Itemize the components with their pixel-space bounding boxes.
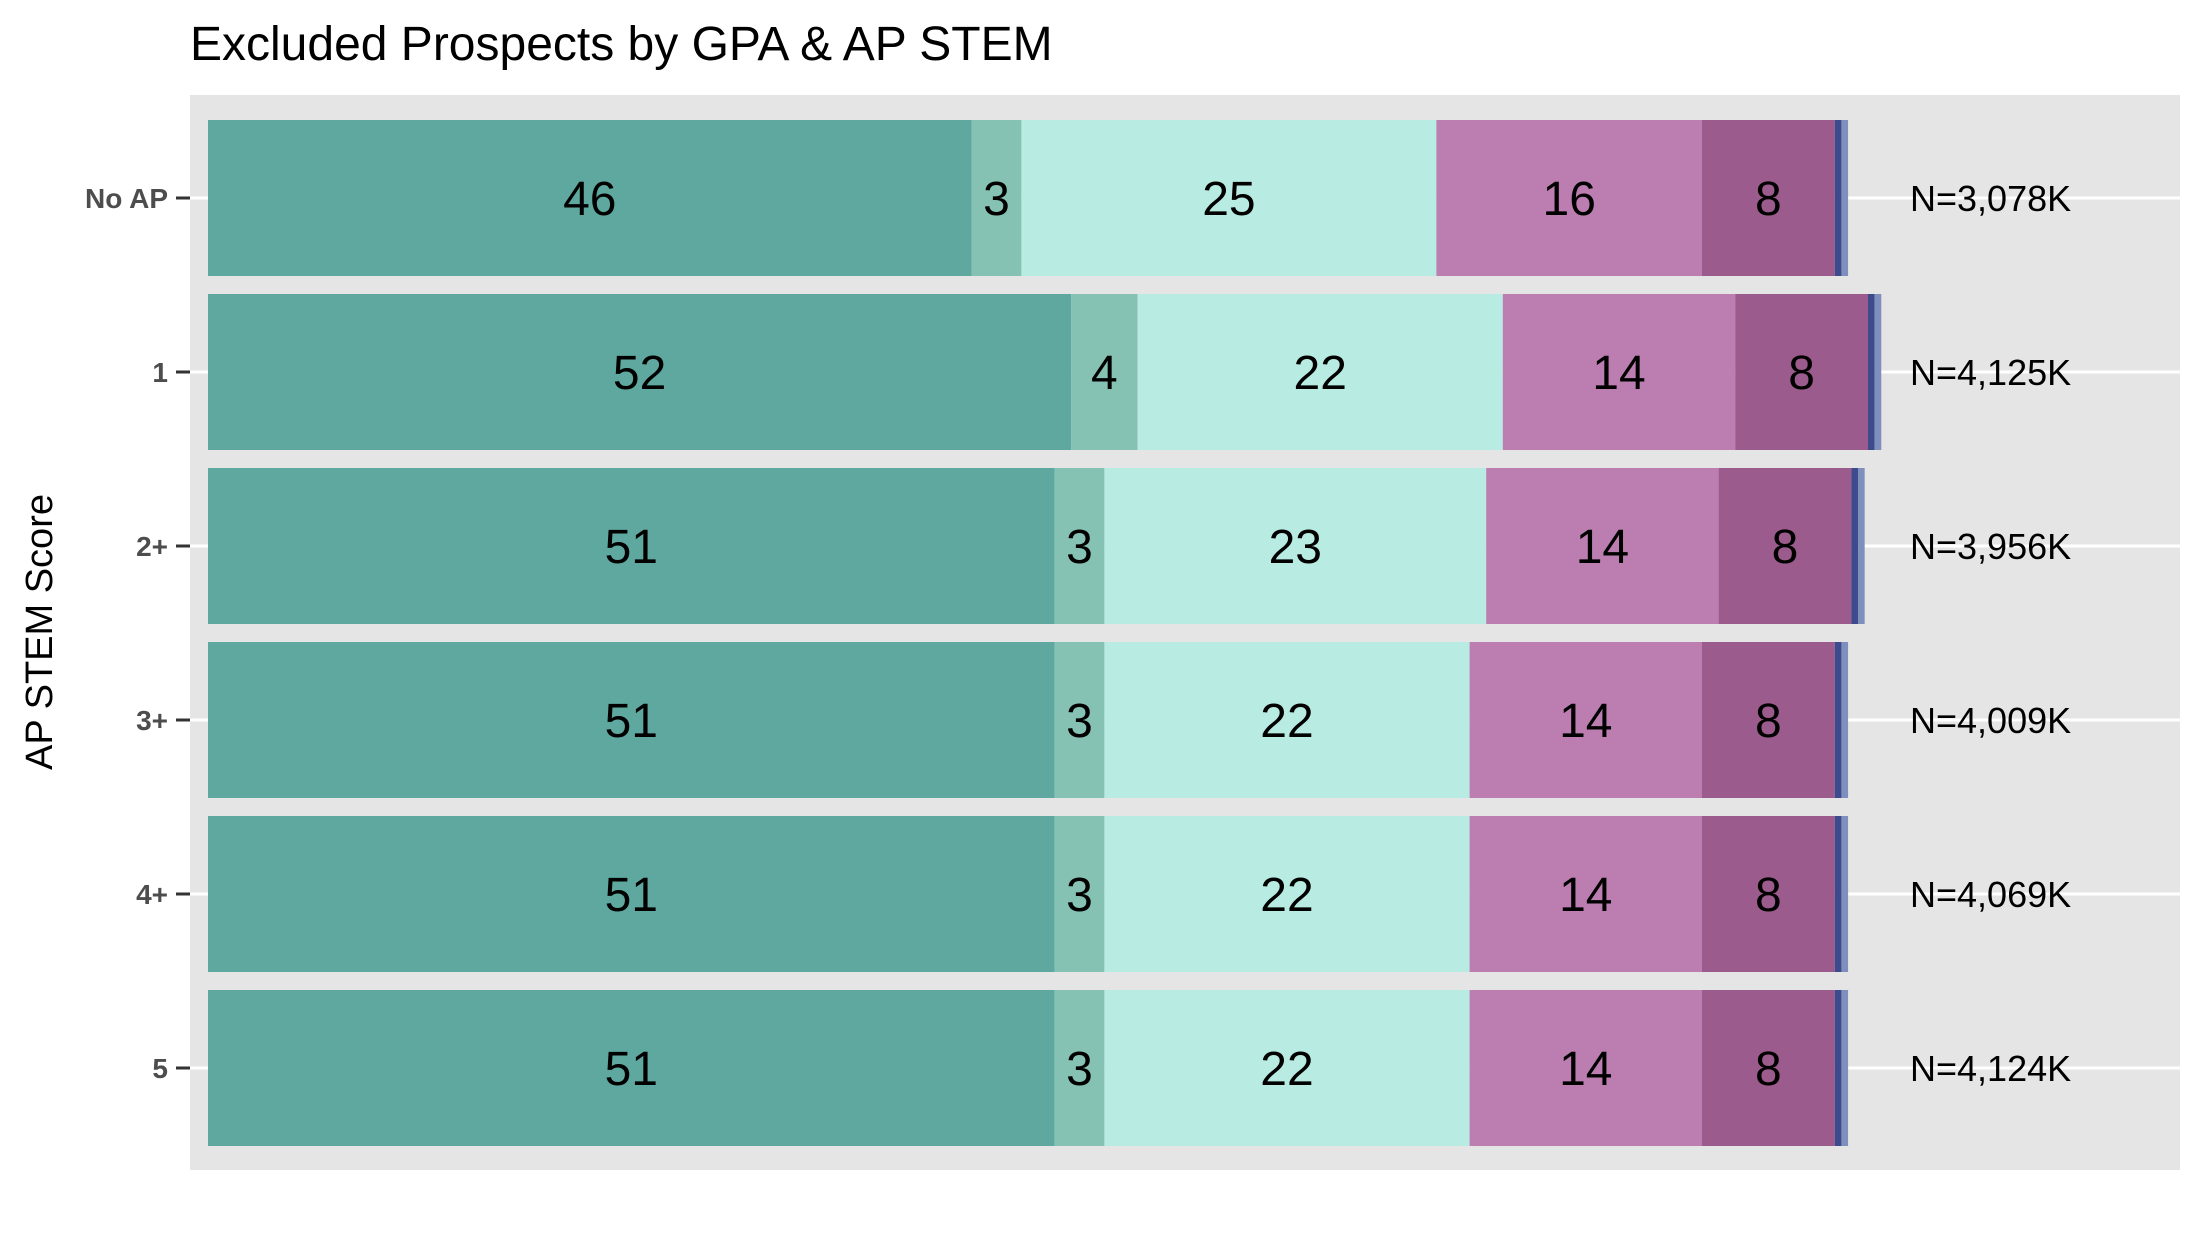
bar-segment [1702, 816, 1835, 972]
bar-value-label: 16 [1543, 173, 1596, 226]
n-labels: N=3,078K N=4,125K N=3,956K N=4,009K N=4,069K… [1910, 178, 2071, 1089]
bar-segment [1868, 294, 1875, 450]
bar-value-label: 25 [1202, 173, 1255, 226]
bar-value-label: 22 [1294, 347, 1347, 400]
bar-segment [1702, 990, 1835, 1146]
bar-value-label: 14 [1592, 347, 1645, 400]
bar-segment [1054, 642, 1105, 798]
bar-value-label: 8 [1755, 1043, 1782, 1096]
bar-segment [1104, 816, 1470, 972]
y-tick-label: 1 [152, 357, 168, 388]
bar-segment [1469, 990, 1702, 1146]
n-label: N=4,009K [1910, 700, 2071, 741]
bar-segment [1834, 120, 1842, 276]
bar-value-label: 8 [1755, 869, 1782, 922]
bar-value-label: 4 [1091, 347, 1118, 400]
bar-segment [1841, 990, 1849, 1146]
bar-value-label: 22 [1260, 695, 1313, 748]
bar-value-label: 51 [605, 869, 658, 922]
bar-value-label: 3 [1066, 695, 1093, 748]
bar-segment [1874, 294, 1882, 450]
bar-segment [208, 468, 1055, 624]
bar-segment [208, 816, 1055, 972]
bar-value-label: 3 [983, 173, 1010, 226]
bar-value-label: 8 [1755, 173, 1782, 226]
bar-segment [1834, 642, 1842, 798]
bar-value-label: 3 [1066, 869, 1093, 922]
n-label: N=4,125K [1910, 352, 2071, 393]
y-tick-label: 2+ [136, 531, 168, 562]
y-tick-label: No AP [85, 183, 168, 214]
bar-value-label: 51 [605, 521, 658, 574]
bar-value-label: 46 [563, 173, 616, 226]
bar-value-label: 52 [613, 347, 666, 400]
n-label: N=4,124K [1910, 1048, 2071, 1089]
bar-segment [1841, 120, 1849, 276]
y-tick-label: 4+ [136, 879, 168, 910]
bar-segment [208, 642, 1055, 798]
bar-segment [1469, 642, 1702, 798]
bar-segment [1858, 468, 1865, 624]
bar-segment [1702, 120, 1835, 276]
bar-segment [1054, 990, 1105, 1146]
bar-value-label: 14 [1559, 695, 1612, 748]
y-tick-label: 3+ [136, 705, 168, 736]
bar-segment [1436, 120, 1702, 276]
bar-segment [1137, 294, 1503, 450]
bar-value-label: 3 [1066, 1043, 1093, 1096]
bar-segment [1735, 294, 1868, 450]
bar-segment [1718, 468, 1852, 624]
bar-segment [1104, 468, 1487, 624]
bar-segment [1054, 816, 1105, 972]
bar-segment [971, 120, 1022, 276]
bars [208, 120, 1882, 1146]
bar-segment [1469, 816, 1702, 972]
y-axis-title: AP STEM Score [19, 494, 61, 770]
chart-title: Excluded Prospects by GPA & AP STEM [190, 18, 1053, 71]
bar-segment [1486, 468, 1719, 624]
n-label: N=4,069K [1910, 874, 2071, 915]
n-label: N=3,956K [1910, 526, 2071, 567]
bar-segment [1851, 468, 1859, 624]
bar-segment [1071, 294, 1138, 450]
bar-value-label: 8 [1788, 347, 1815, 400]
y-tick-label: 5 [152, 1053, 168, 1084]
bar-segment [1834, 990, 1842, 1146]
bar-value-label: 8 [1755, 695, 1782, 748]
bar-segment [1702, 642, 1835, 798]
bar-segment [1054, 468, 1105, 624]
bar-segment [1841, 816, 1849, 972]
bar-value-label: 51 [605, 1043, 658, 1096]
bar-value-label: 23 [1269, 521, 1322, 574]
bar-value-label: 8 [1772, 521, 1799, 574]
bar-segment [1104, 990, 1470, 1146]
bar-segment [1021, 120, 1437, 276]
bar-value-label: 3 [1066, 521, 1093, 574]
y-axis-ticks: No AP 1 2+ 3+ 4+ 5 [85, 183, 190, 1084]
data-labels: 46 3 25 16 8 52 4 22 14 8 51 3 23 14 8 51 3 22 14 8 51 3 22 14 8… [563, 173, 1815, 1096]
bar-segment [1104, 642, 1470, 798]
bar-value-label: 22 [1260, 1043, 1313, 1096]
bar-segment [1502, 294, 1736, 450]
bar-segment [208, 120, 972, 276]
bar-value-label: 14 [1576, 521, 1629, 574]
bar-segment [1841, 642, 1849, 798]
n-label: N=3,078K [1910, 178, 2071, 219]
bar-value-label: 22 [1260, 869, 1313, 922]
bar-segment [1834, 816, 1842, 972]
bar-segment [208, 294, 1072, 450]
bar-value-label: 51 [605, 695, 658, 748]
bar-value-label: 14 [1559, 869, 1612, 922]
bar-value-label: 14 [1559, 1043, 1612, 1096]
bar-segment [208, 990, 1055, 1146]
